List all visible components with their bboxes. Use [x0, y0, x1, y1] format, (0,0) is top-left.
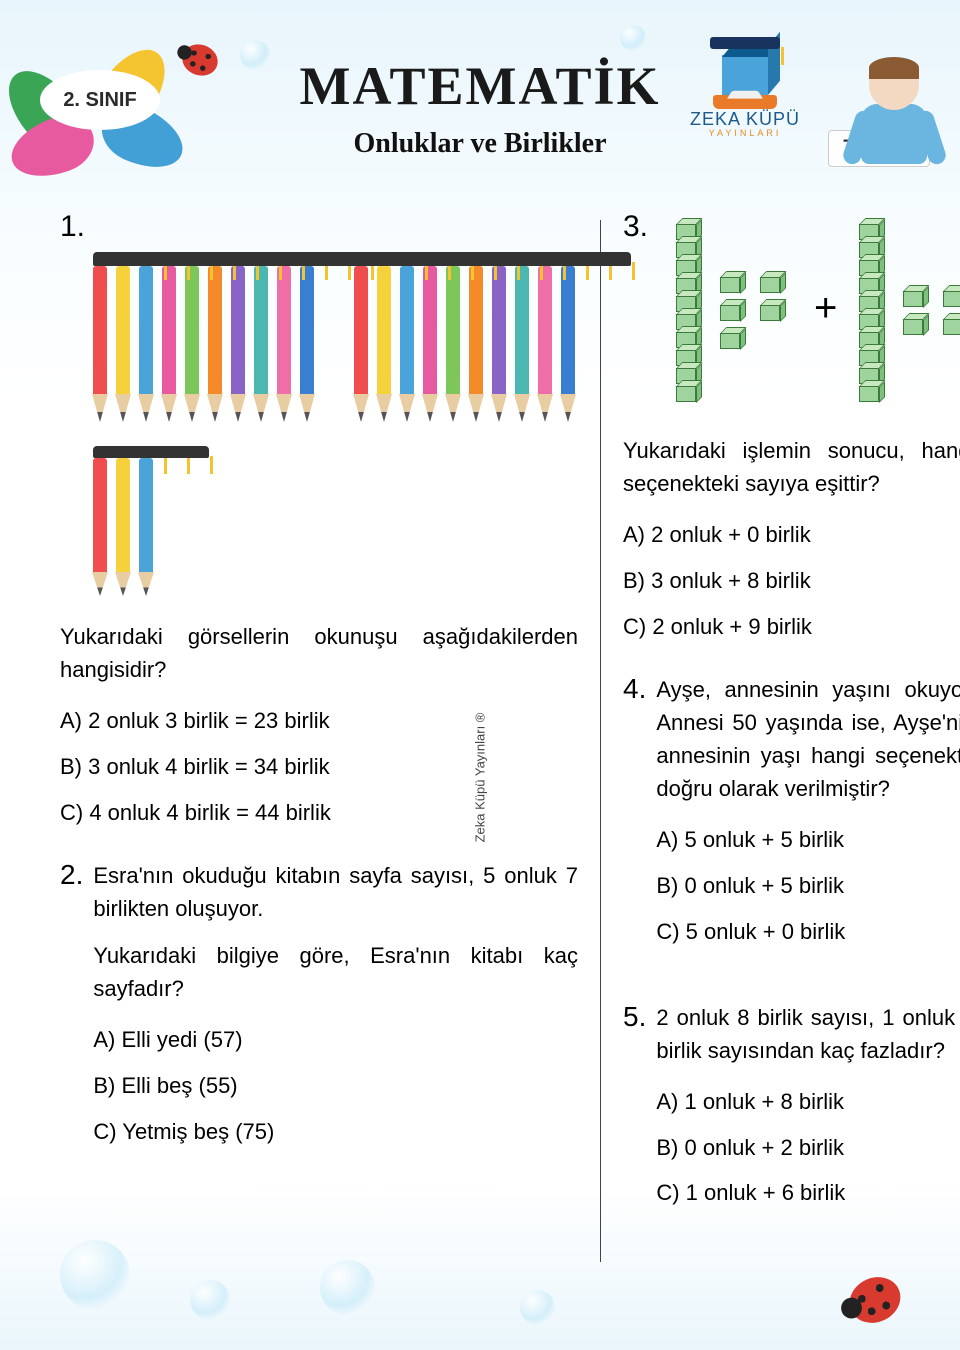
- page-header: 2. SINIF MATEMATİK Onluklar ve Birlikler…: [0, 0, 960, 210]
- option-a[interactable]: A) 5 onluk + 5 birlik: [656, 819, 960, 861]
- subject-title: MATEMATİK: [300, 55, 661, 117]
- option-c[interactable]: C) 1 onluk + 6 birlik: [656, 1172, 960, 1214]
- question-2: 2. Esra'nın okuduğu kitabın sayfa sayısı…: [60, 859, 578, 1178]
- question-text: Yukarıdaki bilgiye göre, Esra'nın kitabı…: [93, 939, 578, 1005]
- content-area: 1. Yukarıdaki görsellerin okunuşu aşağıd…: [0, 210, 960, 1302]
- grade-badge: 2. SINIF: [40, 70, 160, 130]
- question-text: Yukarıdaki işlemin sonucu, hangi seçenek…: [623, 434, 960, 500]
- column-divider: [600, 220, 601, 1262]
- option-a[interactable]: A) 2 onluk 3 birlik = 23 birlik: [60, 700, 578, 742]
- question-text: Ayşe, annesinin yaşını okuyor. Annesi 50…: [656, 673, 960, 805]
- option-c[interactable]: C) 4 onluk 4 birlik = 44 birlik: [60, 792, 578, 834]
- left-column: 1. Yukarıdaki görsellerin okunuşu aşağıd…: [60, 210, 578, 1262]
- topic-title: Onluklar ve Birlikler: [353, 128, 606, 160]
- pencils-figure: [90, 252, 578, 596]
- question-number: 3.: [623, 210, 648, 244]
- publisher-name: ZEKA KÜPÜ: [665, 109, 825, 130]
- side-credit: Zeka Küpü Yayınları ®: [473, 713, 488, 843]
- question-3: 3. + Yukarıdaki işlemin sonucu, hangi se…: [623, 210, 960, 647]
- blocks-figure: +: [676, 218, 960, 398]
- question-number: 2.: [60, 859, 83, 1170]
- answer-options: A) 2 onluk + 0 birlik B) 3 onluk + 8 bir…: [623, 514, 960, 647]
- question-4: 4. Ayşe, annesinin yaşını okuyor. Annesi…: [623, 673, 960, 978]
- right-column: 3. + Yukarıdaki işlemin sonucu, hangi se…: [623, 210, 960, 1262]
- option-c[interactable]: C) Yetmiş beş (75): [93, 1111, 578, 1153]
- answer-options: A) 1 onluk + 8 birlik B) 0 onluk + 2 bir…: [656, 1081, 960, 1214]
- answer-options: A) Elli yedi (57) B) Elli beş (55) C) Ye…: [93, 1019, 578, 1152]
- boy-mascot: [847, 60, 942, 200]
- option-a[interactable]: A) Elli yedi (57): [93, 1019, 578, 1061]
- option-b[interactable]: B) 3 onluk 4 birlik = 34 birlik: [60, 746, 578, 788]
- option-b[interactable]: B) 3 onluk + 8 birlik: [623, 560, 960, 602]
- publisher-logo: ZEKA KÜPÜ YAYINLARI: [665, 45, 825, 138]
- question-5: 5. 2 onluk 8 birlik sayısı, 1 onluk 2 bi…: [623, 1001, 960, 1240]
- option-b[interactable]: B) 0 onluk + 2 birlik: [656, 1127, 960, 1169]
- question-number: 1.: [60, 210, 578, 244]
- question-number: 4.: [623, 673, 646, 970]
- answer-options: A) 2 onluk 3 birlik = 23 birlik B) 3 onl…: [60, 700, 578, 833]
- option-a[interactable]: A) 2 onluk + 0 birlik: [623, 514, 960, 556]
- question-text: 2 onluk 8 birlik sayısı, 1 onluk 2 birli…: [656, 1001, 960, 1067]
- question-text: Esra'nın okuduğu kitabın sayfa sayısı, 5…: [93, 859, 578, 925]
- option-b[interactable]: B) 0 onluk + 5 birlik: [656, 865, 960, 907]
- option-b[interactable]: B) Elli beş (55): [93, 1065, 578, 1107]
- option-a[interactable]: A) 1 onluk + 8 birlik: [656, 1081, 960, 1123]
- question-number: 5.: [623, 1001, 646, 1232]
- answer-options: A) 5 onluk + 5 birlik B) 0 onluk + 5 bir…: [656, 819, 960, 952]
- question-1: 1. Yukarıdaki görsellerin okunuşu aşağıd…: [60, 210, 578, 833]
- option-c[interactable]: C) 2 onluk + 9 birlik: [623, 606, 960, 648]
- question-text: Yukarıdaki görsellerin okunuşu aşağıdaki…: [60, 620, 578, 686]
- option-c[interactable]: C) 5 onluk + 0 birlik: [656, 911, 960, 953]
